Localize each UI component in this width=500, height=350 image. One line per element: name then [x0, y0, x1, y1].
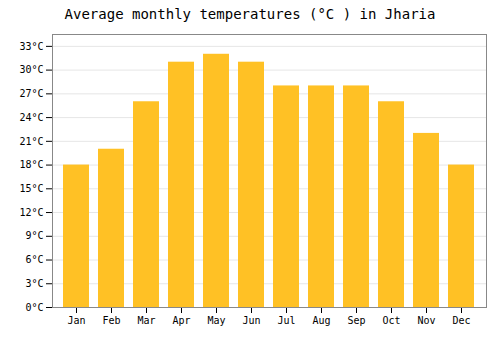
html-text:Average monthly temperatures (: Average monthly temperatures (°C ) in Jh…	[64, 6, 436, 22]
svg-text:9°C: 9°C	[25, 230, 43, 241]
svg-text:Oct: Oct	[382, 315, 400, 326]
svg-text:Nov: Nov	[417, 315, 435, 326]
svg-text:30°C: 30°C	[19, 64, 43, 75]
svg-text:18°C: 18°C	[19, 159, 43, 170]
svg-text:Jun: Jun	[242, 315, 260, 326]
svg-text:Dec: Dec	[452, 315, 470, 326]
svg-text:Aug: Aug	[312, 315, 330, 326]
svg-text:3°C: 3°C	[25, 278, 43, 289]
svg-text:Feb: Feb	[102, 315, 120, 326]
svg-text:15°C: 15°C	[19, 183, 43, 194]
svg-text:May: May	[207, 315, 225, 326]
svg-text:Apr: Apr	[172, 315, 190, 326]
svg-text:21°C: 21°C	[19, 136, 43, 147]
svg-text:0°C: 0°C	[25, 302, 43, 313]
svg-text:Sep: Sep	[347, 315, 365, 326]
svg-text:12°C: 12°C	[19, 207, 43, 218]
svg-text:Mar: Mar	[137, 315, 155, 326]
svg-text:24°C: 24°C	[19, 112, 43, 123]
svg-text:Jul: Jul	[277, 315, 295, 326]
svg-text:33°C: 33°C	[19, 41, 43, 52]
svg-text:27°C: 27°C	[19, 88, 43, 99]
svg-text:Jan: Jan	[67, 315, 85, 326]
svg-text:6°C: 6°C	[25, 254, 43, 265]
